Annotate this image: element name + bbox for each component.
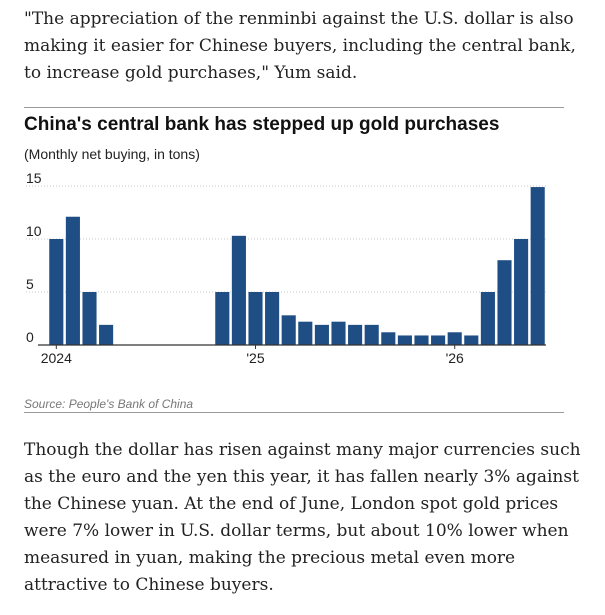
y-tick-label: 10 <box>26 223 42 239</box>
bar <box>99 324 114 345</box>
quote-paragraph: "The appreciation of the renminbi agains… <box>24 9 576 83</box>
body-paragraph: Though the dollar has risen against many… <box>24 440 581 595</box>
bar <box>530 187 545 345</box>
bar <box>414 335 429 345</box>
chart-subtitle: (Monthly net buying, in tons) <box>24 146 200 162</box>
y-tick-label: 15 <box>26 170 42 186</box>
bar <box>82 292 97 345</box>
bar <box>497 260 512 345</box>
chart-source: Source: People's Bank of China <box>24 397 194 411</box>
chart-top-rule <box>24 107 564 108</box>
bar <box>281 315 296 345</box>
bar <box>65 216 80 345</box>
bar <box>431 335 446 345</box>
bar <box>215 292 230 345</box>
bar <box>265 292 280 345</box>
bar <box>364 324 379 345</box>
bar <box>381 332 396 345</box>
bar <box>464 335 479 345</box>
x-tick-label: '26 <box>446 350 464 366</box>
bar <box>480 292 495 345</box>
bar <box>49 239 64 345</box>
x-tick-label: 2024 <box>41 350 72 366</box>
bar <box>514 239 529 345</box>
bar <box>397 335 412 345</box>
bar <box>314 324 329 345</box>
bar <box>298 321 313 345</box>
bar <box>331 321 346 345</box>
bar-chart: 0 5 10 15 2024 '25 '26 <box>26 170 546 366</box>
bar <box>248 292 263 345</box>
bar <box>231 235 246 345</box>
chart-title: China's central bank has stepped up gold… <box>24 114 500 135</box>
bar <box>348 324 363 345</box>
y-tick-label: 0 <box>26 329 34 345</box>
chart-bottom-rule <box>24 412 564 413</box>
x-tick-label: '25 <box>246 350 264 366</box>
bar <box>447 332 462 345</box>
y-tick-label: 5 <box>26 276 34 292</box>
